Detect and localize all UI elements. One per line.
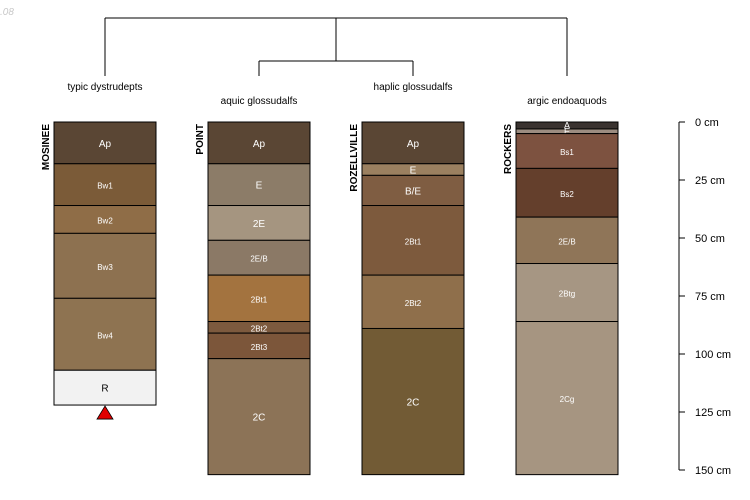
- horizon-block: [361, 327, 465, 476]
- horizon-block: [515, 133, 619, 169]
- horizon-block: [361, 274, 465, 329]
- horizon-block: [53, 121, 157, 165]
- horizon-label: E: [564, 126, 570, 136]
- horizon-label: Bw1: [97, 182, 113, 191]
- horizon-label: Ap: [407, 139, 420, 150]
- horizon-block: [361, 205, 465, 276]
- horizon-label: 2E/B: [558, 237, 575, 246]
- horizon-block: [207, 121, 311, 165]
- depth-tick-label: 75 cm: [695, 291, 725, 303]
- horizon-label: Bs1: [560, 148, 574, 157]
- horizon-block: [207, 332, 311, 360]
- horizon-label: 2Bt1: [251, 295, 268, 304]
- profile-name: MOSINEE: [41, 124, 52, 170]
- depth-tick-label: 150 cm: [695, 465, 731, 477]
- horizon-block: [515, 216, 619, 265]
- horizon-label: Bw3: [97, 263, 113, 272]
- depth-tick-label: 0 cm: [695, 117, 719, 129]
- horizon-block: [207, 274, 311, 323]
- watermark-text: .08: [0, 7, 14, 18]
- depth-tick-label: 25 cm: [695, 175, 725, 187]
- horizon-block: [207, 205, 311, 241]
- horizon-label: 2E: [253, 219, 266, 230]
- horizon-label: R: [101, 384, 108, 395]
- horizon-label: E: [410, 166, 417, 177]
- horizon-label: 2Bt2: [251, 324, 268, 333]
- profile-name: ROCKERS: [503, 124, 514, 174]
- horizon-label: 2Bt2: [405, 299, 422, 308]
- depth-tick-label: 50 cm: [695, 233, 725, 245]
- horizon-label: Bw4: [97, 331, 113, 340]
- horizon-block: [515, 263, 619, 323]
- horizon-label: 2Bt1: [405, 237, 422, 246]
- horizon-block: [53, 163, 157, 207]
- horizon-label: 2Cg: [560, 395, 575, 404]
- horizon-label: E: [256, 181, 263, 192]
- profile-name: ROZELLVILLE: [349, 124, 360, 192]
- horizon-label: 2C: [253, 413, 266, 424]
- horizon-label: 2Bt3: [251, 343, 268, 352]
- horizon-label: Bs2: [560, 190, 574, 199]
- horizon-label: Bw2: [97, 216, 113, 225]
- bedrock-marker: [96, 405, 114, 420]
- taxon-label: argic endoaquods: [527, 96, 607, 107]
- horizon-block: [361, 174, 465, 207]
- horizon-block: [515, 167, 619, 218]
- horizon-label: Ap: [253, 139, 266, 150]
- taxon-label: typic dystrudepts: [67, 82, 142, 93]
- horizon-label: A: [564, 120, 570, 130]
- depth-tick-label: 125 cm: [695, 407, 731, 419]
- horizon-label: B/E: [405, 186, 421, 197]
- horizon-block: [53, 369, 157, 406]
- taxon-label: aquic glossudalfs: [221, 96, 298, 107]
- horizon-label: 2C: [407, 398, 420, 409]
- depth-tick-label: 100 cm: [695, 349, 731, 361]
- horizon-label: 2E/B: [250, 255, 267, 264]
- taxon-label: haplic glossudalfs: [374, 82, 453, 93]
- horizon-label: Ap: [99, 139, 112, 150]
- horizon-block: [207, 358, 311, 476]
- horizon-block: [207, 163, 311, 207]
- horizon-block: [515, 321, 619, 476]
- horizon-block: [361, 121, 465, 165]
- profile-name: POINT: [195, 124, 206, 155]
- horizon-label: 2Btg: [559, 290, 575, 299]
